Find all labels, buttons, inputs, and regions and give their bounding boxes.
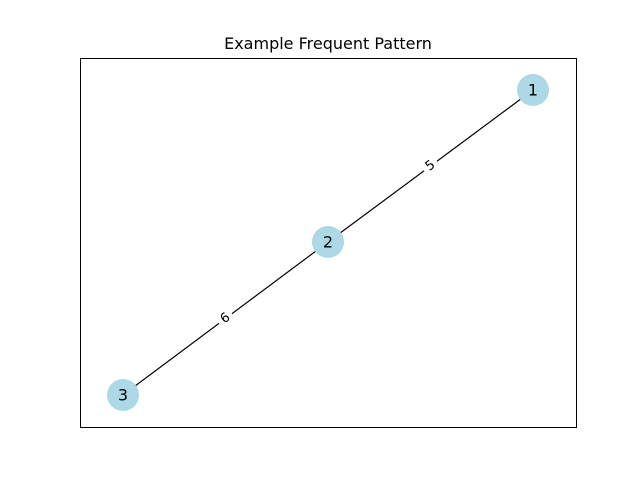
node-label: 1 [528, 81, 538, 100]
node-circle [312, 226, 344, 258]
node-label: 2 [323, 233, 333, 252]
edge-2-3: 6 [122, 241, 329, 396]
plot-frame [80, 58, 577, 428]
node-circle [517, 74, 549, 106]
edge-1-2: 5 [327, 89, 534, 243]
nodes-layer: 1 2 3 [107, 74, 549, 411]
node-1: 1 [517, 74, 549, 106]
edge-label-background [419, 154, 442, 178]
node-circle [107, 379, 139, 411]
node-2: 2 [312, 226, 344, 258]
node-3: 3 [107, 379, 139, 411]
edge-label-background [214, 307, 237, 330]
edges-layer: 56 [122, 89, 534, 396]
diagram-title: Example Frequent Pattern [224, 34, 432, 53]
node-label: 3 [118, 386, 128, 405]
